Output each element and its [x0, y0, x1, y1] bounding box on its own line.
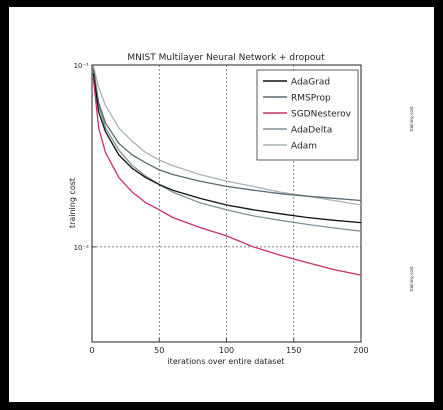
grid: [92, 65, 361, 342]
x-tick-label: 150: [286, 346, 301, 355]
x-axis-label: iterations over entire dataset: [167, 357, 284, 366]
x-tick-label: 100: [219, 346, 234, 355]
chart: 0 50 100 150 200 10⁻¹ 10⁻² MNIST Multilayer Ne…: [68, 53, 414, 366]
series-line-rmsprop: [92, 68, 362, 202]
ticks: 0 50 100 150 200 10⁻¹ 10⁻²: [74, 62, 369, 355]
legend-label-rmsprop: RMSProp: [291, 94, 331, 104]
legend: AdaGrad RMSProp SGDNesterov AdaDelta Adam: [256, 69, 359, 161]
side-label-1: training cost: [409, 106, 414, 131]
legend-label-sgdnesterov: SGDNesterov: [291, 110, 352, 120]
series-lines: [92, 65, 362, 276]
x-tick-label: 50: [154, 346, 164, 355]
series-line-adagrad: [92, 73, 362, 224]
y-axis-label: training cost: [68, 178, 77, 228]
series-line-sgdnesterov: [92, 77, 362, 276]
x-tick-label: 200: [353, 346, 368, 355]
legend-label-adagrad: AdaGrad: [291, 78, 330, 88]
y-tick-label: 10⁻¹: [74, 62, 90, 70]
x-tick-label: 0: [89, 346, 94, 355]
legend-label-adadelta: AdaDelta: [291, 126, 332, 136]
legend-label-adam: Adam: [291, 142, 317, 152]
series-line-adadelta: [92, 67, 362, 232]
side-label-2: training cost: [409, 266, 414, 291]
y-tick-label: 10⁻²: [74, 244, 90, 252]
chart-title: MNIST Multilayer Neural Network + dropou…: [127, 53, 325, 63]
figure-frame: 0 50 100 150 200 10⁻¹ 10⁻² MNIST Multilayer Ne…: [9, 7, 434, 402]
